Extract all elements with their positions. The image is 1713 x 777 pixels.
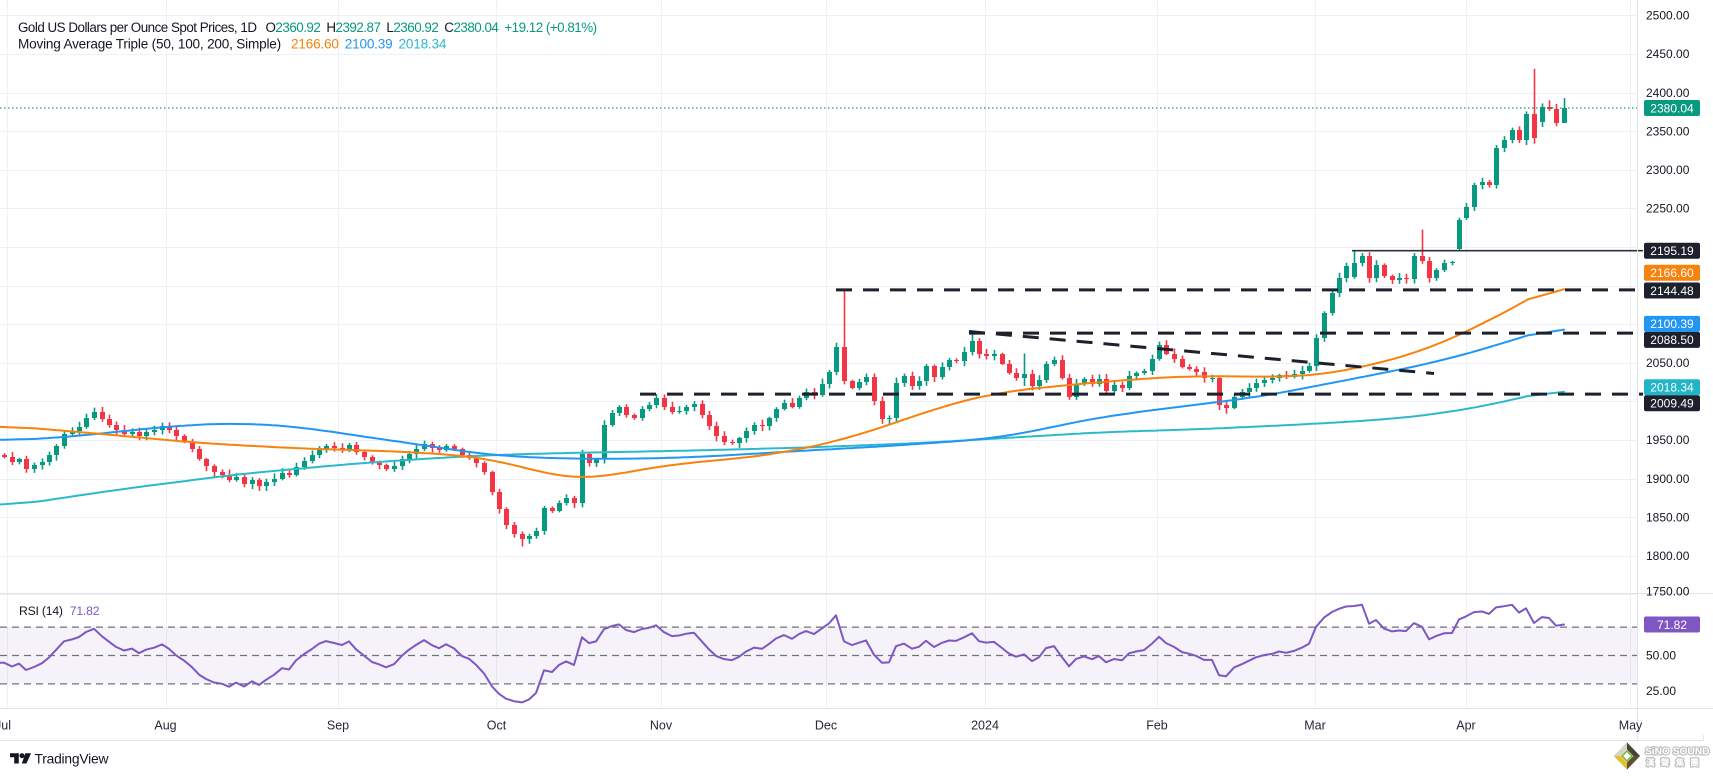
svg-text:SiNO SOUND: SiNO SOUND (1645, 747, 1710, 758)
svg-text:RSI (14)71.82: RSI (14) 71.82 (19, 604, 100, 618)
svg-text:25.00: 25.00 (1646, 684, 1676, 698)
svg-text:2400.00: 2400.00 (1646, 86, 1690, 100)
svg-text:Sep: Sep (327, 719, 349, 733)
svg-text:2350.00: 2350.00 (1646, 124, 1690, 138)
svg-text:1950.00: 1950.00 (1646, 433, 1690, 447)
svg-text:2050.00: 2050.00 (1646, 356, 1690, 370)
svg-text:2380.04: 2380.04 (1650, 101, 1694, 115)
svg-text:Aug: Aug (154, 719, 176, 733)
svg-text:2018.34: 2018.34 (1650, 381, 1694, 395)
svg-text:2009.49: 2009.49 (1650, 397, 1694, 411)
svg-text:2500.00: 2500.00 (1646, 9, 1690, 23)
svg-text:2166.60: 2166.60 (1650, 266, 1694, 280)
svg-text:Mar: Mar (1304, 719, 1326, 733)
svg-text:TradingView: TradingView (35, 752, 109, 767)
svg-text:2450.00: 2450.00 (1646, 47, 1690, 61)
svg-text:Feb: Feb (1146, 719, 1168, 733)
svg-text:50.00: 50.00 (1646, 649, 1676, 663)
svg-text:May: May (1619, 719, 1643, 733)
svg-text:Jul: Jul (0, 719, 11, 733)
svg-text:2300.00: 2300.00 (1646, 163, 1690, 177)
svg-text:1800.00: 1800.00 (1646, 549, 1690, 563)
svg-text:2024: 2024 (971, 719, 999, 733)
svg-text:2100.39: 2100.39 (1650, 317, 1694, 331)
svg-text:Moving Average Triple (50, 100: Moving Average Triple (50, 100, 200, Sim… (18, 37, 447, 52)
svg-text:1900.00: 1900.00 (1646, 472, 1690, 486)
svg-text:Dec: Dec (815, 719, 837, 733)
svg-text:2088.50: 2088.50 (1650, 333, 1694, 347)
svg-text:Apr: Apr (1456, 719, 1475, 733)
svg-text:71.82: 71.82 (1657, 618, 1687, 632)
svg-text:1850.00: 1850.00 (1646, 510, 1690, 524)
svg-text:Nov: Nov (650, 719, 673, 733)
svg-text:Gold US Dollars per Ounce Spot: Gold US Dollars per Ounce Spot Prices, 1… (18, 20, 597, 35)
svg-text:Oct: Oct (487, 719, 507, 733)
svg-text:1750.00: 1750.00 (1646, 585, 1690, 599)
svg-text:漢聲集團: 漢聲集團 (1646, 757, 1705, 768)
svg-text:2250.00: 2250.00 (1646, 202, 1690, 216)
svg-text:2144.48: 2144.48 (1650, 284, 1694, 298)
svg-text:2195.19: 2195.19 (1650, 244, 1694, 258)
